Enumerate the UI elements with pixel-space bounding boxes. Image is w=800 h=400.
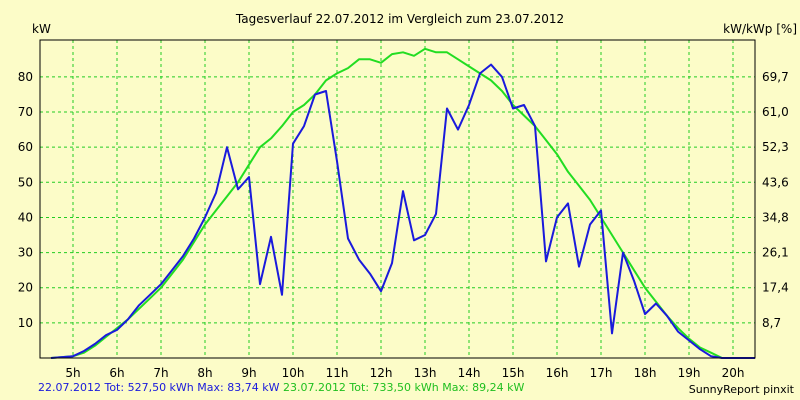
plot-border	[39, 39, 756, 359]
y-tick-label-left: 20	[18, 281, 33, 295]
y-tick-label-left: 40	[18, 210, 33, 224]
x-tick-label: 16h	[546, 366, 569, 380]
y-axis-left-label: kW	[32, 22, 51, 36]
y-tick-label-left: 50	[18, 175, 33, 189]
x-tick-label: 14h	[458, 366, 481, 380]
footer-credit: SunnyReport pinxit	[688, 383, 794, 396]
x-tick-label: 20h	[722, 366, 745, 380]
x-tick-label: 7h	[153, 366, 168, 380]
x-tick-label: 13h	[414, 366, 437, 380]
x-tick-label: 5h	[65, 366, 80, 380]
y-axis-right-label: kW/kWp [%]	[723, 22, 797, 36]
footer-series-1: 22.07.2012 Tot: 527,50 kWh Max: 83,74 kW	[38, 381, 280, 394]
x-tick-label: 6h	[109, 366, 124, 380]
y-tick-label-left: 30	[18, 246, 33, 260]
series-line-2	[50, 47, 755, 359]
y-tick-label-right: 52,3	[762, 140, 789, 154]
series-layer	[50, 47, 755, 359]
y-tick-label-left: 70	[18, 105, 33, 119]
y-tick-label-right: 34,8	[762, 210, 789, 224]
x-tick-label: 19h	[678, 366, 701, 380]
plot-area	[40, 40, 755, 358]
chart-title: Tagesverlauf 22.07.2012 im Vergleich zum…	[235, 12, 564, 26]
x-tick-label: 11h	[326, 366, 349, 380]
x-tick-label: 18h	[634, 366, 657, 380]
footer-series-2: 23.07.2012 Tot: 733,50 kWh Max: 89,24 kW	[282, 381, 525, 394]
x-tick-label: 9h	[241, 366, 256, 380]
y-tick-label-right: 8,7	[762, 316, 781, 330]
y-tick-label-right: 43,6	[762, 175, 789, 189]
tick-labels: 5h 6h 7h 8h 9h 10h 11h 12h 13h 14h 15h 16h 17h 18h 19h…	[18, 70, 789, 380]
x-tick-label: 17h	[590, 366, 613, 380]
y-tick-label-left: 80	[18, 70, 33, 84]
x-tick-label: 12h	[370, 366, 393, 380]
grid	[40, 40, 755, 358]
series-line-1	[50, 63, 755, 359]
axes	[39, 39, 756, 359]
footer-legend: 22.07.2012 Tot: 527,50 kWh Max: 83,74 kW…	[38, 381, 524, 394]
x-tick-label: 10h	[282, 366, 305, 380]
x-tick-label: 15h	[502, 366, 525, 380]
y-tick-label-left: 60	[18, 140, 33, 154]
y-tick-label-right: 69,7	[762, 70, 789, 84]
y-tick-label-right: 26,1	[762, 246, 789, 260]
y-tick-label-right: 17,4	[762, 281, 789, 295]
x-tick-label: 8h	[197, 366, 212, 380]
y-tick-label-left: 10	[18, 316, 33, 330]
y-tick-label-right: 61,0	[762, 105, 789, 119]
